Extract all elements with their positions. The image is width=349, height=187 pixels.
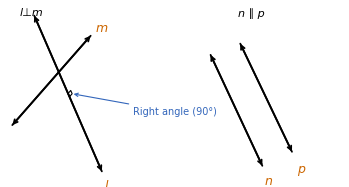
Text: l⊥m: l⊥m	[20, 8, 43, 18]
Text: m: m	[96, 22, 108, 36]
Text: Right angle (90°): Right angle (90°)	[75, 93, 216, 117]
Text: l: l	[105, 180, 108, 187]
Text: n ∥ p: n ∥ p	[238, 8, 265, 19]
Text: p: p	[297, 163, 305, 176]
Text: n: n	[265, 175, 273, 187]
